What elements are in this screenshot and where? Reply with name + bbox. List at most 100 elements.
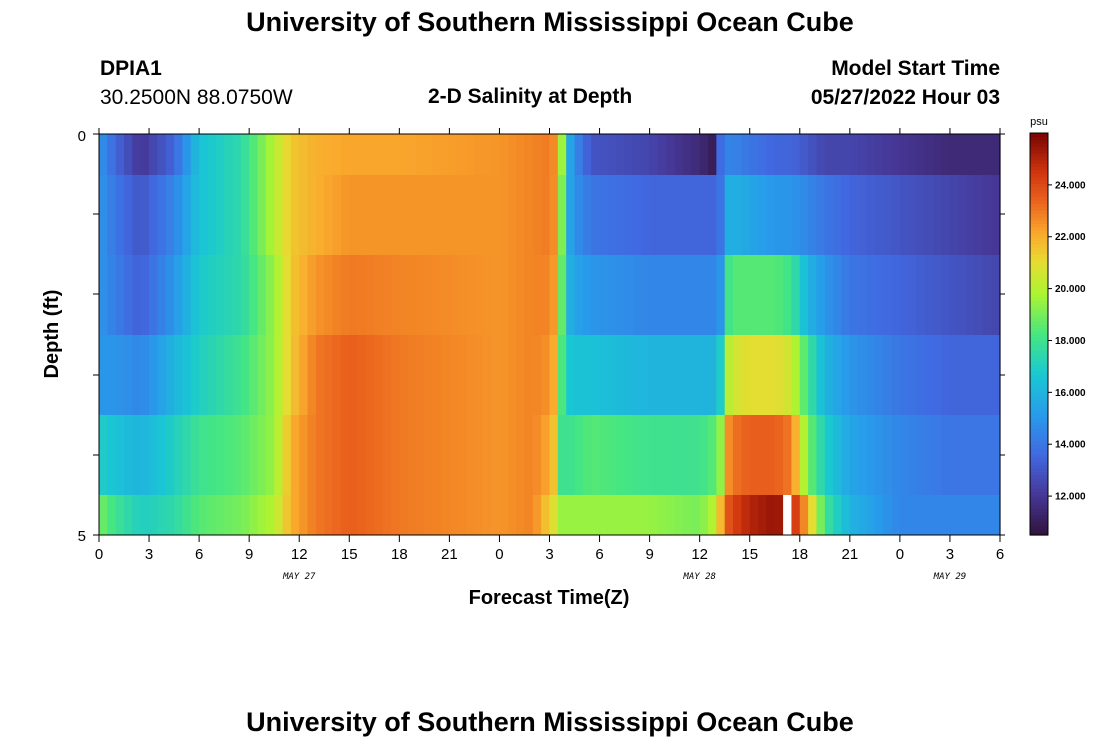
heatmap-cell [758, 175, 767, 255]
heatmap-cell [115, 415, 125, 495]
heatmap-cell [924, 495, 934, 535]
heatmap-cell [332, 175, 342, 255]
heatmap-cell [324, 255, 334, 335]
heatmap-cell [140, 335, 150, 415]
heatmap-cell [808, 134, 818, 175]
heatmap-cell [315, 134, 325, 175]
heatmap-cell [899, 415, 909, 495]
heatmap-cell [224, 255, 234, 335]
heatmap-cell [249, 134, 259, 175]
heatmap-cell [424, 134, 434, 175]
heatmap-cell [124, 134, 133, 175]
heatmap-cell [741, 495, 751, 535]
colorbar-segment [1030, 344, 1048, 348]
heatmap-cell [265, 495, 275, 535]
heatmap-cell [124, 175, 133, 255]
colorbar-segment [1030, 216, 1048, 221]
heatmap-cell [557, 495, 567, 535]
heatmap-cell [549, 335, 559, 415]
heatmap-cell [332, 335, 342, 415]
heatmap-cell [908, 255, 918, 335]
heatmap-cell [874, 415, 884, 495]
colorbar-segment [1030, 521, 1048, 526]
heatmap-cell [399, 335, 409, 415]
heatmap-cell [933, 335, 943, 415]
colorbar-segment [1030, 474, 1048, 479]
heatmap-cell [824, 134, 834, 175]
heatmap-cell [766, 255, 776, 335]
heatmap-cell [340, 175, 350, 255]
heatmap-cell [432, 335, 442, 415]
heatmap-cell [407, 415, 417, 495]
heatmap-cell [416, 335, 425, 415]
heatmap-cell [140, 415, 150, 495]
colorbar-segment [1030, 387, 1048, 392]
colorbar-segment [1030, 270, 1048, 275]
heatmap-cell [124, 415, 133, 495]
heatmap-cell [816, 415, 826, 495]
heatmap-cell [616, 255, 626, 335]
colorbar-segment [1030, 206, 1048, 211]
heatmap-cell [783, 255, 793, 335]
heatmap-cell [499, 255, 509, 335]
x-tick-label: 18 [391, 546, 408, 563]
heatmap-cell [265, 255, 275, 335]
heatmap-cell [607, 495, 617, 535]
heatmap-cell [666, 134, 676, 175]
heatmap-cell [858, 415, 868, 495]
heatmap-cell [674, 335, 684, 415]
colorbar-segment [1030, 434, 1048, 439]
heatmap-cell [924, 255, 934, 335]
heatmap-cell [99, 255, 108, 335]
colorbar-segment [1030, 354, 1048, 359]
heatmap-cell [758, 134, 767, 175]
heatmap-cell [974, 175, 984, 255]
x-tick-label: 18 [791, 546, 808, 563]
heatmap-cell [883, 134, 893, 175]
heatmap-cell [899, 255, 909, 335]
heatmap-cell [966, 134, 976, 175]
heatmap-cell [983, 255, 993, 335]
heatmap-cell [716, 495, 726, 535]
heatmap-cell [290, 175, 300, 255]
heatmap-cell [733, 415, 742, 495]
colorbar-segment [1030, 447, 1048, 452]
heatmap-cell [866, 415, 876, 495]
heatmap-cell [908, 415, 918, 495]
heatmap-cell [290, 335, 300, 415]
heatmap-cell [758, 335, 767, 415]
heatmap-cell [641, 175, 651, 255]
heatmap-cell [340, 415, 350, 495]
heatmap-cell [441, 255, 450, 335]
heatmap-cell [249, 255, 259, 335]
heatmap-cell [582, 335, 592, 415]
heatmap-cell [99, 335, 108, 415]
heatmap-cell [824, 335, 834, 415]
colorbar-segment [1030, 498, 1048, 503]
heatmap-cell [699, 415, 709, 495]
heatmap-cell [99, 175, 108, 255]
heatmap-cell [249, 415, 259, 495]
heatmap-cell [808, 495, 818, 535]
heatmap-cell [107, 335, 117, 415]
colorbar-segment [1030, 411, 1048, 415]
heatmap-cell [449, 134, 459, 175]
footer-title: University of Southern Mississippi Ocean… [246, 707, 854, 737]
heatmap-cell [741, 134, 751, 175]
heatmap-cell [766, 134, 776, 175]
colorbar-segment [1030, 468, 1048, 472]
colorbar-segment [1030, 327, 1048, 332]
colorbar-segment [1030, 220, 1048, 225]
heatmap-cell [491, 134, 501, 175]
heatmap-cell [240, 134, 250, 175]
heatmap-cell [349, 175, 359, 255]
heatmap-cell [883, 175, 893, 255]
heatmap-cell [566, 335, 576, 415]
heatmap-cell [691, 175, 701, 255]
heatmap-cell [941, 335, 951, 415]
heatmap-cell [532, 255, 542, 335]
heatmap-cell [240, 335, 250, 415]
heatmap-cell [891, 495, 901, 535]
heatmap-cell [983, 415, 993, 495]
heatmap-cell [482, 175, 492, 255]
